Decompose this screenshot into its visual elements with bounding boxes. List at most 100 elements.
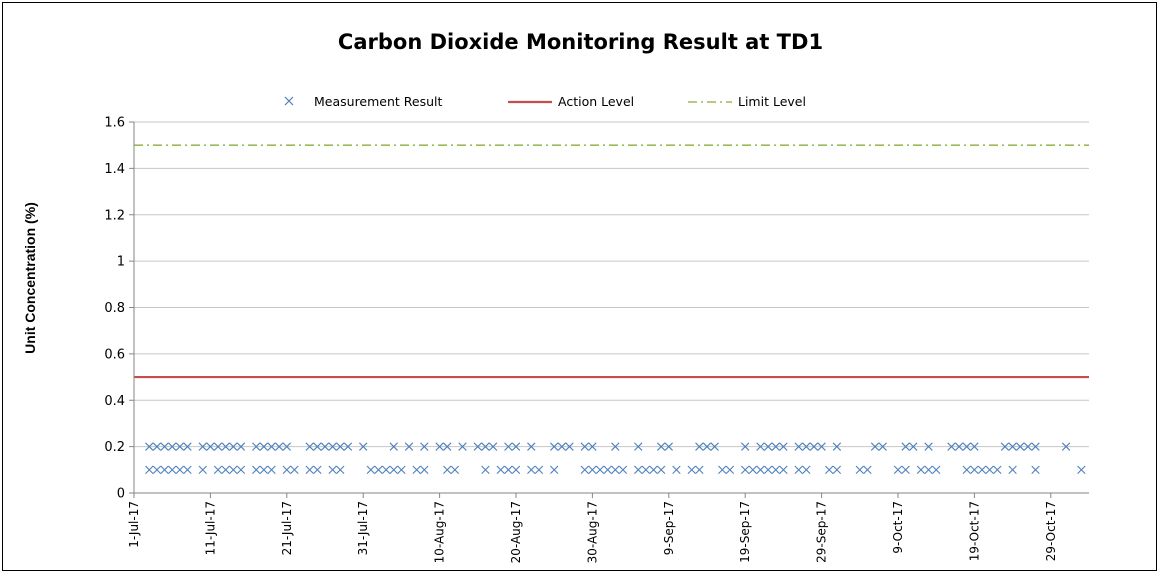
data-point — [1031, 465, 1040, 475]
data-point — [473, 442, 482, 451]
y-tick-label: 1.6 — [104, 116, 125, 131]
data-point — [420, 442, 429, 451]
data-point — [152, 465, 162, 475]
data-point — [435, 442, 444, 451]
data-point — [962, 465, 971, 475]
data-point — [932, 465, 941, 475]
data-point — [695, 465, 704, 475]
data-point — [381, 465, 391, 475]
data-point — [168, 465, 177, 475]
data-point — [488, 442, 498, 451]
data-point — [977, 465, 987, 475]
data-point — [412, 465, 421, 475]
axes — [129, 121, 1089, 498]
data-point — [763, 442, 773, 451]
data-point — [274, 442, 284, 451]
data-point — [993, 465, 1002, 475]
data-point — [748, 465, 758, 475]
data-point — [901, 442, 910, 451]
data-point — [634, 442, 643, 451]
legend-label-action: Action Level — [558, 94, 635, 109]
data-point — [229, 442, 238, 451]
data-point — [649, 465, 658, 475]
data-point — [389, 442, 398, 451]
data-point — [252, 465, 261, 475]
data-point — [282, 442, 291, 451]
data-point — [794, 465, 803, 475]
data-point — [1061, 442, 1071, 451]
x-tick-label: 20-Aug-17 — [509, 501, 523, 563]
x-tick-label: 19-Oct-17 — [967, 501, 981, 561]
data-point — [710, 442, 719, 451]
data-point — [145, 442, 154, 451]
data-point — [443, 442, 452, 451]
data-point — [901, 465, 910, 475]
data-point — [534, 465, 544, 475]
data-point — [213, 442, 223, 451]
data-point — [527, 465, 536, 475]
data-point — [962, 442, 971, 451]
data-point — [359, 442, 368, 451]
data-point — [817, 442, 826, 451]
data-point — [595, 465, 605, 475]
data-point — [397, 465, 406, 475]
data-point — [985, 465, 994, 475]
data-point — [213, 465, 223, 475]
data-point — [832, 442, 842, 451]
data-point — [832, 465, 842, 475]
data-point — [420, 465, 429, 475]
solid-line-icon — [508, 100, 552, 104]
legend-label-measurement: Measurement Result — [314, 94, 443, 109]
data-point — [656, 442, 666, 451]
data-point — [481, 442, 490, 451]
data-point — [611, 442, 620, 451]
data-point — [221, 465, 230, 475]
data-point — [1000, 442, 1010, 451]
x-tick-label: 19-Sep-17 — [738, 501, 752, 563]
data-point — [1008, 442, 1017, 451]
data-point — [779, 442, 788, 451]
data-point — [550, 465, 559, 475]
y-tick-label: 0.2 — [104, 440, 125, 455]
data-point — [1031, 442, 1040, 451]
data-point — [756, 465, 765, 475]
data-point — [771, 465, 780, 475]
y-tick-label: 1.2 — [104, 208, 125, 223]
data-point — [206, 442, 215, 451]
data-point — [450, 465, 460, 475]
data-point — [305, 442, 314, 451]
data-point — [855, 465, 864, 475]
data-point — [588, 442, 597, 451]
data-point — [687, 465, 696, 475]
data-point — [1008, 465, 1017, 475]
data-point — [267, 465, 276, 475]
data-point — [366, 465, 376, 475]
data-point — [809, 442, 819, 451]
data-point — [259, 442, 269, 451]
threshold-lines — [134, 144, 1089, 379]
data-point — [481, 465, 490, 475]
x-tick-label: 9-Oct-17 — [891, 501, 905, 554]
data-point — [183, 465, 192, 475]
data-point — [825, 465, 834, 475]
data-point — [580, 442, 589, 451]
data-point — [878, 442, 887, 451]
data-point — [511, 465, 521, 475]
data-point — [527, 442, 536, 451]
data-point — [893, 465, 903, 475]
data-point — [458, 442, 467, 451]
data-point — [282, 465, 291, 475]
x-tick-label: 30-Aug-17 — [585, 501, 599, 563]
y-tick-labels: 0 0.2 0.4 0.6 0.8 1 1.2 1.4 1.6 — [104, 116, 125, 502]
data-point — [741, 465, 750, 475]
data-point — [252, 442, 261, 451]
data-point — [656, 465, 666, 475]
data-point — [175, 442, 185, 451]
data-point — [160, 442, 169, 451]
data-point — [320, 442, 330, 451]
data-point — [863, 465, 872, 475]
data-point — [924, 442, 933, 451]
x-tick-label: 21-Jul-17 — [280, 501, 294, 555]
